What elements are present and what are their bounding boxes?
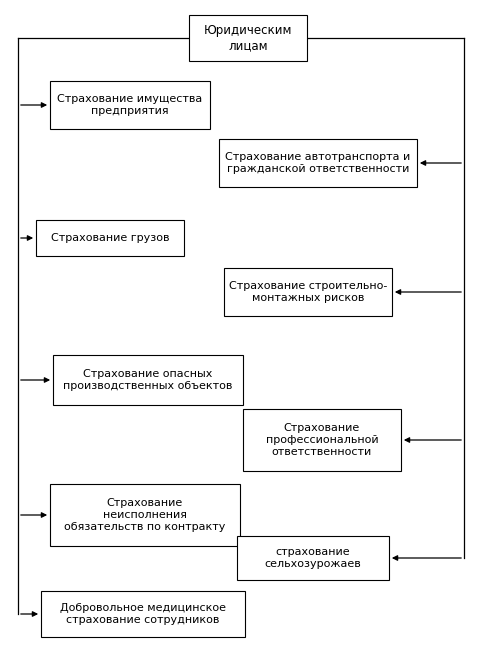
Text: страхование
сельхозурожаев: страхование сельхозурожаев bbox=[264, 547, 361, 569]
Bar bbox=[53, 355, 242, 405]
Text: Добровольное медицинское
страхование сотрудников: Добровольное медицинское страхование сот… bbox=[60, 603, 226, 625]
Text: Страхование имущества
предприятия: Страхование имущества предприятия bbox=[57, 94, 202, 116]
Text: Страхование
неисполнения
обязательств по контракту: Страхование неисполнения обязательств по… bbox=[64, 499, 225, 531]
Text: Юридическим
лицам: Юридическим лицам bbox=[203, 24, 292, 52]
Bar bbox=[50, 484, 240, 546]
Text: Страхование грузов: Страхование грузов bbox=[51, 233, 169, 243]
Text: Страхование опасных
производственных объектов: Страхование опасных производственных объ… bbox=[63, 369, 232, 391]
Text: Страхование
профессиональной
ответственности: Страхование профессиональной ответственн… bbox=[265, 423, 378, 457]
Bar bbox=[189, 15, 306, 61]
Bar bbox=[237, 536, 388, 580]
Bar bbox=[41, 591, 244, 637]
Bar bbox=[36, 220, 183, 256]
Bar bbox=[242, 409, 400, 471]
Bar bbox=[219, 139, 416, 187]
Text: Страхование строительно-
монтажных рисков: Страхование строительно- монтажных риско… bbox=[228, 281, 386, 303]
Bar bbox=[50, 81, 210, 129]
Bar bbox=[224, 268, 391, 316]
Text: Страхование автотранспорта и
гражданской ответственности: Страхование автотранспорта и гражданской… bbox=[225, 152, 410, 174]
